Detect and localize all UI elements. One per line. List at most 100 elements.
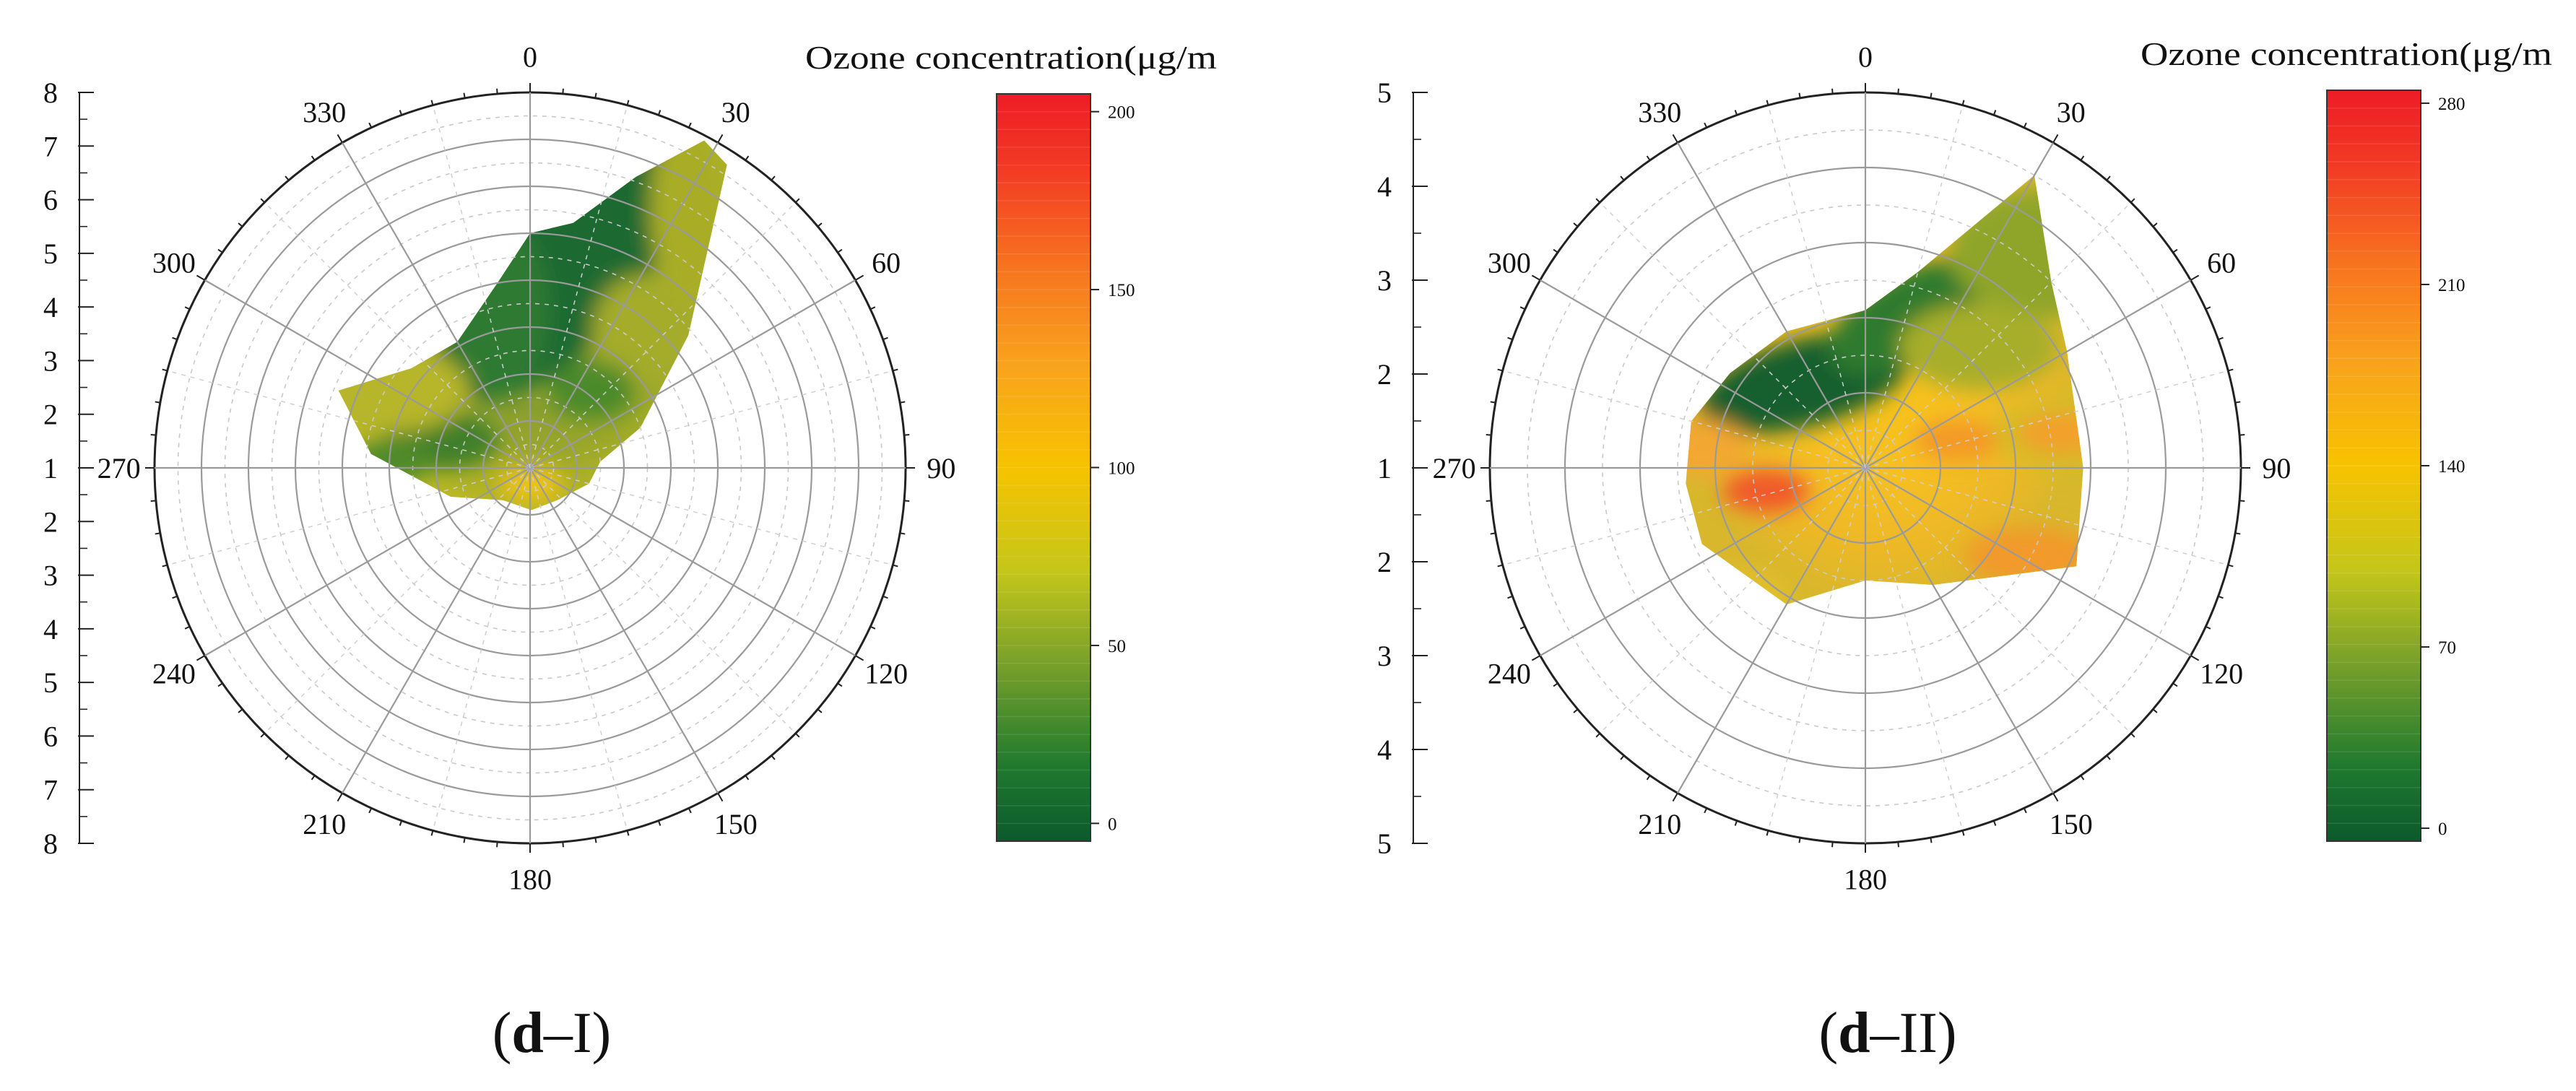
angle-tick — [771, 175, 776, 181]
angle-tick — [1573, 222, 1579, 227]
minor-spoke-line — [1865, 467, 2132, 734]
angle-tick — [1930, 92, 1933, 99]
angle-tick — [2228, 368, 2234, 372]
angle-tick — [260, 198, 266, 204]
angle-tick — [1704, 807, 1708, 814]
angle-tick — [172, 595, 178, 599]
radial-tick-label: 4 — [1377, 734, 1392, 766]
angle-tick — [771, 755, 776, 760]
minor-spoke-line — [167, 370, 531, 469]
angle-label-300: 300 — [152, 246, 196, 279]
angle-tick — [1646, 775, 1651, 781]
angle-label-60: 60 — [872, 246, 901, 279]
colorbar-title: Ozone concentration(μg/m — [805, 39, 1217, 76]
angle-tick — [1992, 820, 1997, 826]
angle-tick — [837, 248, 843, 253]
angle-tick — [2205, 625, 2211, 630]
angle-tick — [238, 222, 243, 227]
spoke-line — [1865, 142, 2054, 469]
spoke-line — [529, 279, 856, 469]
spoke-line — [342, 467, 531, 794]
angle-label-210: 210 — [303, 808, 346, 840]
minor-spoke-line — [529, 467, 893, 566]
angle-tick — [1798, 92, 1801, 99]
angle-tick — [745, 775, 750, 781]
angle-tick — [1486, 500, 1492, 502]
angle-tick — [1497, 368, 1503, 372]
colorbar-I: 0 50 100 150 200 Ozone concentration(μg/m — [805, 39, 1217, 842]
angle-tick — [2052, 792, 2059, 802]
radial-tick-label: 3 — [1377, 640, 1392, 672]
angle-label-240: 240 — [1488, 658, 1531, 690]
angle-tick — [162, 368, 168, 372]
angle-tick — [238, 708, 243, 713]
angle-label-0: 0 — [1858, 41, 1873, 74]
angle-tick — [1531, 655, 1541, 661]
angle-label-240: 240 — [152, 658, 196, 690]
angle-label-330: 330 — [1638, 96, 1681, 129]
angle-label-180: 180 — [1844, 863, 1887, 895]
spoke-line — [529, 142, 719, 469]
angle-tick — [2080, 155, 2085, 161]
angle-tick — [162, 564, 168, 568]
angle-label-270: 270 — [1433, 452, 1476, 484]
angle-tick — [217, 682, 223, 687]
minor-spoke-line — [264, 467, 531, 734]
data-region-II — [1686, 175, 2083, 605]
angle-tick — [196, 655, 206, 661]
radial-axis-I: 8 7 6 5 4 3 2 1 2 3 4 5 6 7 8 — [43, 77, 94, 860]
angle-tick — [217, 248, 223, 253]
angle-tick — [882, 595, 888, 599]
angle-label-120: 120 — [864, 658, 908, 690]
angle-tick — [717, 792, 724, 802]
minor-spoke-line — [1865, 370, 2229, 469]
grid-overlay-I — [145, 83, 915, 853]
angle-tick — [2052, 134, 2059, 144]
angle-tick — [399, 110, 403, 116]
angle-tick — [2228, 564, 2234, 568]
radial-tick-label: 2 — [43, 505, 58, 538]
angle-tick — [260, 732, 266, 738]
minor-spoke-line — [1502, 467, 1866, 566]
angle-tick — [1595, 198, 1601, 204]
spoke-line — [342, 142, 531, 469]
angle-tick — [837, 682, 843, 687]
angle-tick — [854, 655, 864, 661]
radial-tick-label: 1 — [1377, 452, 1392, 484]
angle-tick — [2172, 682, 2178, 687]
minor-spoke-line — [529, 201, 797, 469]
angle-label-270: 270 — [97, 452, 141, 484]
colorbar-tick-label: 50 — [1108, 637, 1126, 656]
angle-tick — [368, 807, 373, 814]
radial-tick-label: 2 — [1377, 358, 1392, 391]
high-ozone-patch — [1914, 420, 2000, 461]
angle-tick — [657, 820, 662, 826]
colorbar-tick-label: 70 — [2438, 638, 2456, 658]
angle-label-90: 90 — [2262, 452, 2291, 484]
angle-tick — [899, 532, 906, 535]
radial-axis-II: 5 4 3 2 1 2 3 4 5 — [1377, 77, 1428, 860]
angle-tick — [1620, 755, 1625, 760]
angle-tick — [893, 368, 898, 372]
mid-ozone-patch — [1899, 303, 2058, 390]
minor-spoke-line — [1865, 467, 1964, 831]
radial-tick-label: 5 — [43, 666, 58, 699]
spoke-line — [1540, 279, 1866, 469]
angle-label-210: 210 — [1638, 808, 1681, 840]
angle-label-300: 300 — [1488, 246, 1531, 279]
radial-tick-label: 5 — [1377, 827, 1392, 860]
colorbar-tick-label: 150 — [1108, 281, 1135, 300]
angle-labels-I: 0 30 60 90 120 150 180 210 240 270 300 330 — [97, 41, 956, 896]
angle-tick — [2130, 198, 2135, 204]
radial-tick-label: 7 — [43, 774, 58, 807]
angle-tick — [1961, 830, 1965, 836]
colorbar-tick-label: 140 — [2438, 457, 2466, 477]
angle-tick — [817, 708, 823, 713]
angle-tick — [285, 175, 290, 181]
angle-labels-II: 0 30 60 90 120 150 180 210 240 270 300 330 — [1433, 41, 2291, 896]
radial-tick-label: 1 — [43, 452, 58, 484]
minor-spoke-line — [432, 467, 531, 831]
angle-label-0: 0 — [523, 41, 537, 74]
angle-tick — [1831, 88, 1834, 95]
